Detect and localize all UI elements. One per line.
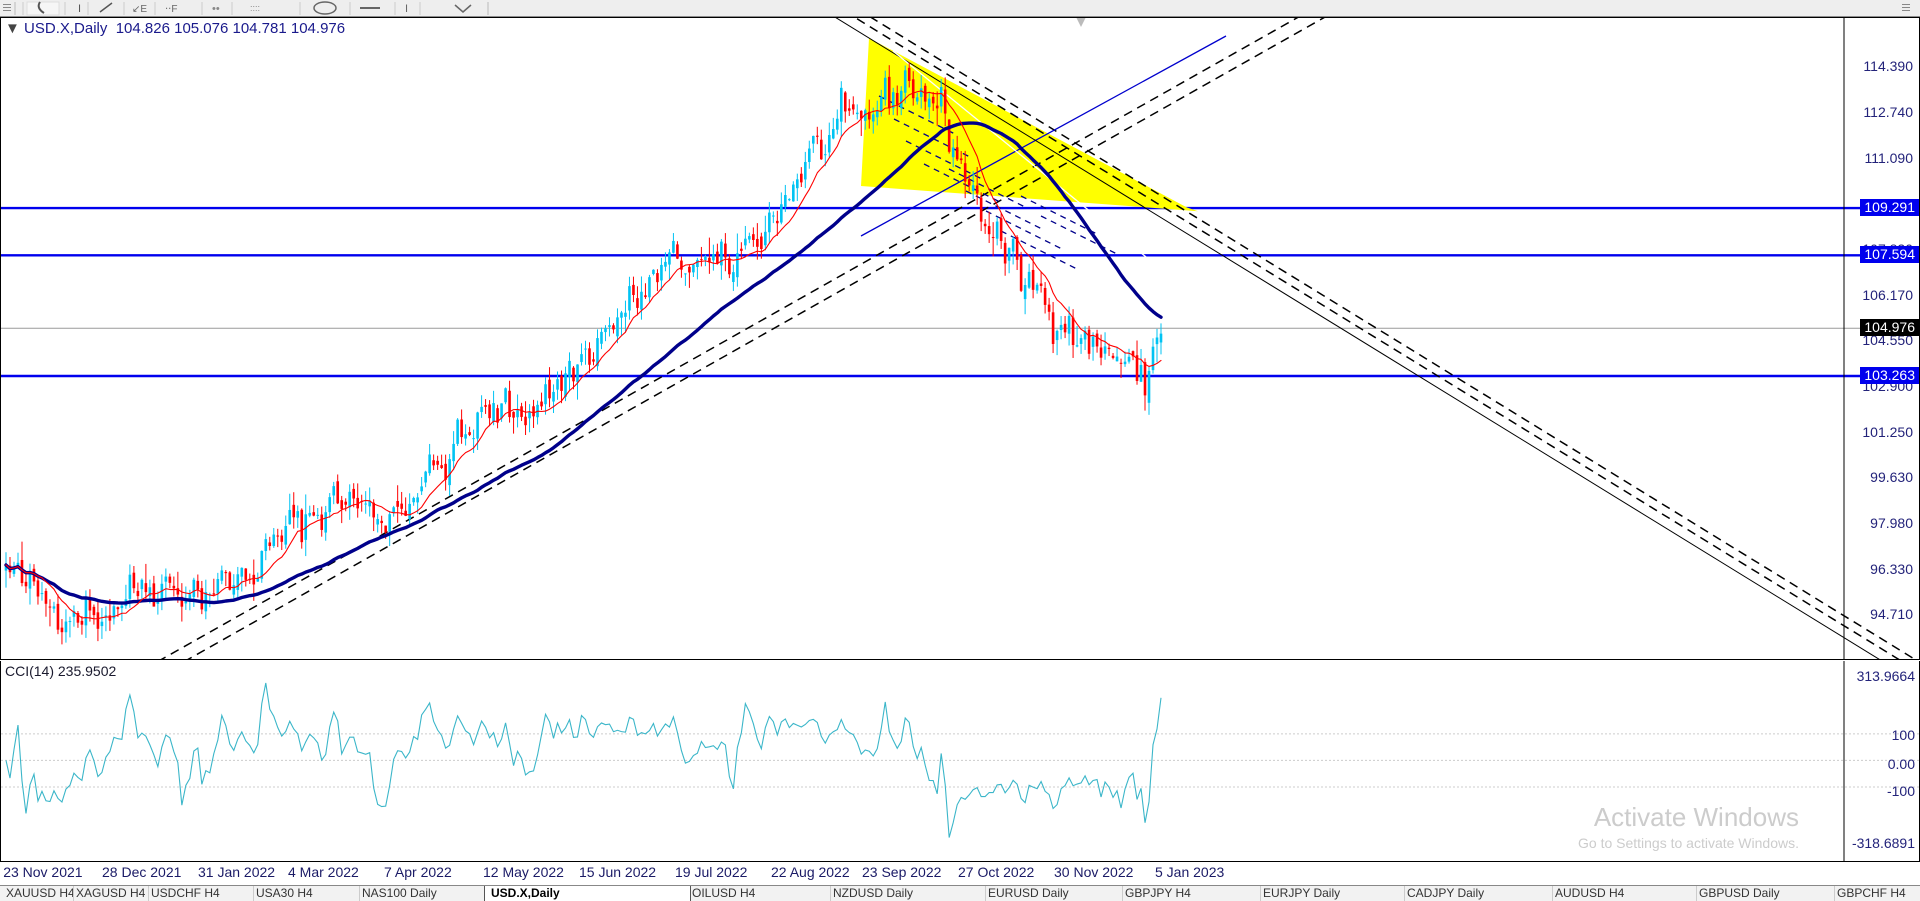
svg-text:I: I bbox=[78, 3, 81, 15]
svg-text:‧‧F: ‧‧F bbox=[165, 4, 177, 15]
svg-text:••: •• bbox=[212, 3, 220, 15]
svg-text:::::: :::: bbox=[250, 3, 260, 13]
svg-text:↙E: ↙E bbox=[132, 4, 147, 15]
svg-text:I: I bbox=[405, 3, 408, 15]
